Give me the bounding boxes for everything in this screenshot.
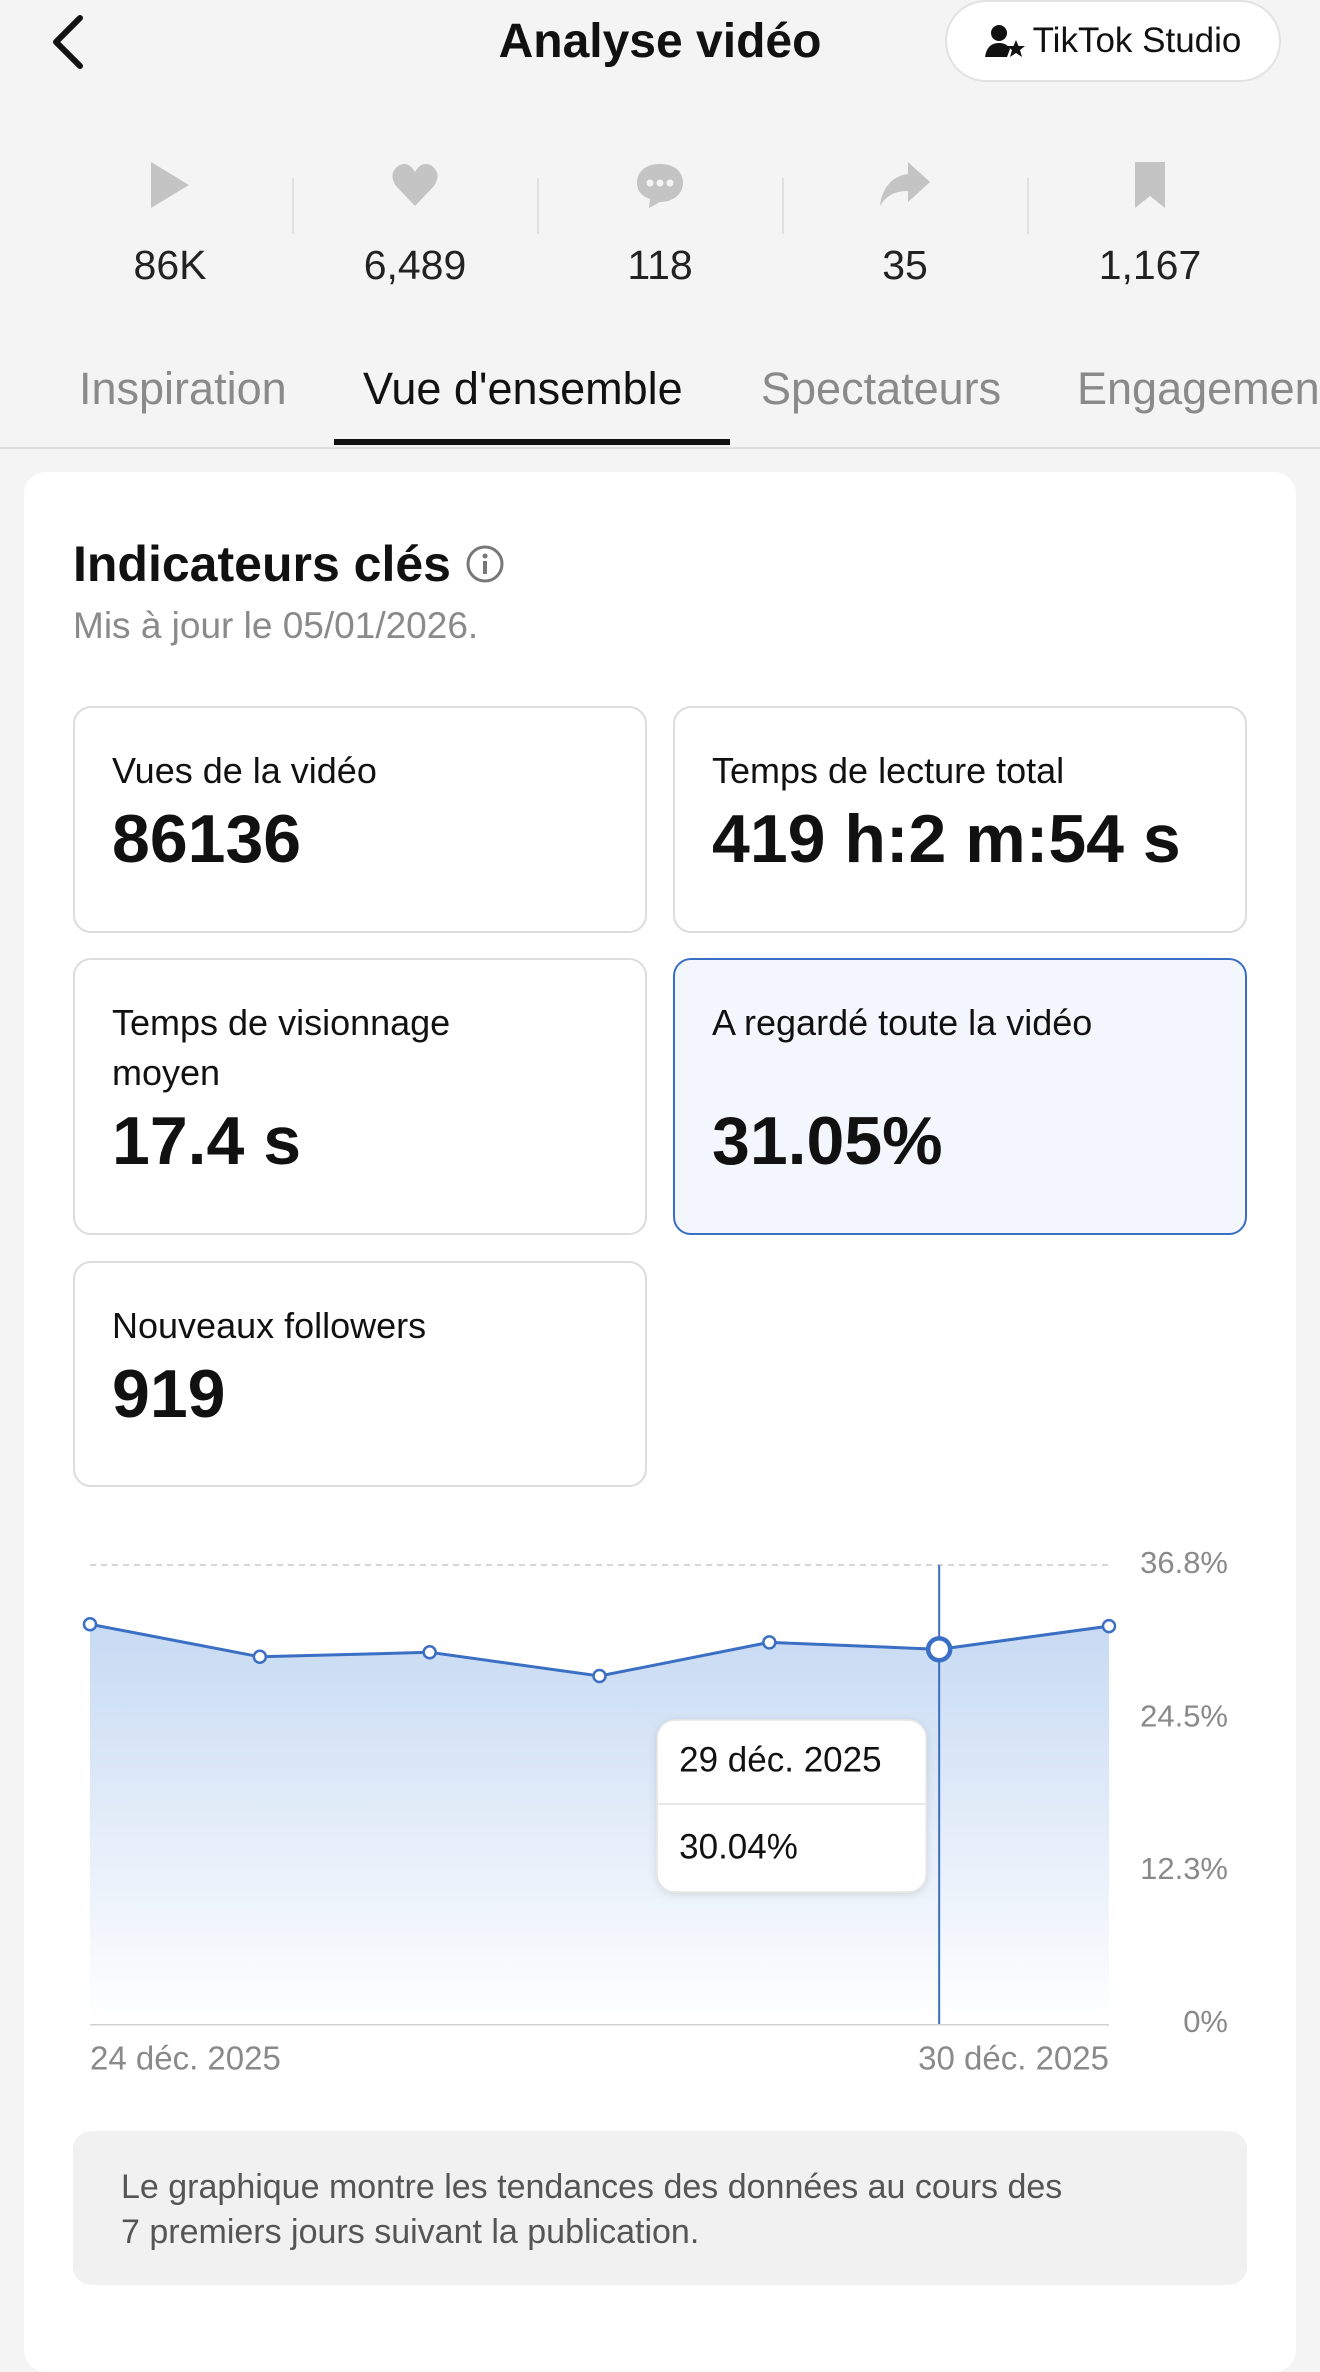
metric-box: Temps de visionnage moyen 17.4 s: [73, 958, 647, 1235]
metric-label: A regardé toute la vidéo: [712, 1002, 1093, 1043]
stat: 86K: [70, 150, 270, 288]
tab-bar: Inspiration Vue d'ensemble Spectateurs E…: [0, 355, 1320, 449]
stat-value: 86K: [133, 242, 207, 288]
data-point: [592, 1668, 607, 1684]
stat-icon: [151, 162, 189, 208]
stat-icon: [392, 164, 438, 206]
tooltip-box: [656, 1719, 927, 1893]
note-line: Le graphique montre les tendances des do…: [121, 2168, 1063, 2206]
tab-underline: [334, 439, 730, 445]
card-title: Indicateurs clés: [73, 535, 505, 593]
metric-value: 17.4 s: [112, 1103, 302, 1179]
metric-value: 86136: [112, 801, 302, 877]
y-tick-label: 0%: [1183, 2004, 1228, 2039]
metric-box: Temps de lecture total 419 h:2 m:54 s: [673, 706, 1247, 933]
card-subtitle: Mis à jour le 05/01/2026.: [73, 605, 479, 646]
stat: 6,489: [315, 150, 515, 288]
studio-label: TikTok Studio: [1032, 21, 1242, 60]
stat-value: 35: [882, 242, 928, 288]
area: [90, 1624, 1109, 2024]
metric-value: 419 h:2 m:54 s: [712, 801, 1181, 877]
stat-icon: [637, 164, 683, 208]
x-tick-label: 24 déc. 2025: [90, 2040, 281, 2077]
stat-icon: [880, 162, 930, 206]
stat-value: 1,167: [1098, 242, 1202, 288]
studio-icon: [984, 25, 1025, 57]
divider: [537, 178, 539, 234]
stat-value: 118: [627, 242, 693, 288]
tab-active[interactable]: Vue d'ensemble: [363, 363, 683, 414]
metric-label: Nouveaux followers: [112, 1305, 427, 1346]
back-button[interactable]: [48, 14, 88, 70]
tab[interactable]: Engagement: [1077, 363, 1320, 414]
y-tick-label: 24.5%: [1140, 1699, 1228, 1734]
metric-label: Temps de lecture total: [712, 750, 1065, 791]
metric-value: 919: [112, 1356, 226, 1432]
stat: 1,167: [1050, 150, 1250, 288]
highlight-point: [925, 1636, 953, 1663]
metric-box: Vues de la vidéo 86136: [73, 706, 647, 933]
studio-button[interactable]: TikTok Studio: [945, 0, 1281, 82]
tab[interactable]: Inspiration: [79, 363, 287, 414]
metric-label: Vues de la vidéo: [112, 750, 377, 791]
data-point: [252, 1649, 268, 1665]
info-icon[interactable]: [465, 544, 505, 584]
data-point: [82, 1616, 98, 1632]
note-line: 7 premiers jours suivant la publication.: [121, 2213, 700, 2251]
stat-icon: [1135, 162, 1165, 208]
page-title: Analyse vidéo: [498, 15, 822, 68]
y-tick-label: 12.3%: [1140, 1851, 1228, 1886]
data-point: [422, 1645, 437, 1660]
tooltip-value: 30.04%: [679, 1827, 798, 1866]
metric-label: Temps de visionnage moyen: [112, 1002, 451, 1093]
stat: 35: [805, 150, 1005, 288]
divider: [292, 178, 294, 234]
card-title-text: Indicateurs clés: [73, 536, 451, 592]
metric-box-selected[interactable]: A regardé toute la vidéo 31.05%: [673, 958, 1247, 1235]
divider: [782, 178, 784, 234]
data-point: [1101, 1618, 1117, 1634]
data-point: [762, 1635, 777, 1650]
tooltip-date: 29 déc. 2025: [679, 1740, 881, 1779]
y-tick-label: 36.8%: [1140, 1545, 1228, 1580]
chart-note: Le graphique montre les tendances des do…: [73, 2131, 1247, 2285]
metric-value: 31.05%: [712, 1103, 943, 1179]
stat-value: 6,489: [363, 242, 467, 288]
stat: 118: [560, 150, 760, 288]
x-tick-label: 30 déc. 2025: [918, 2040, 1109, 2077]
line-chart: 0% 12.3% 24.5% 36.8% 24 déc. 2025 30 déc. 202…: [82, 1545, 1228, 2077]
metric-box: Nouveaux followers 919: [73, 1261, 647, 1487]
divider: [1027, 178, 1029, 234]
tab[interactable]: Spectateurs: [761, 363, 1002, 414]
